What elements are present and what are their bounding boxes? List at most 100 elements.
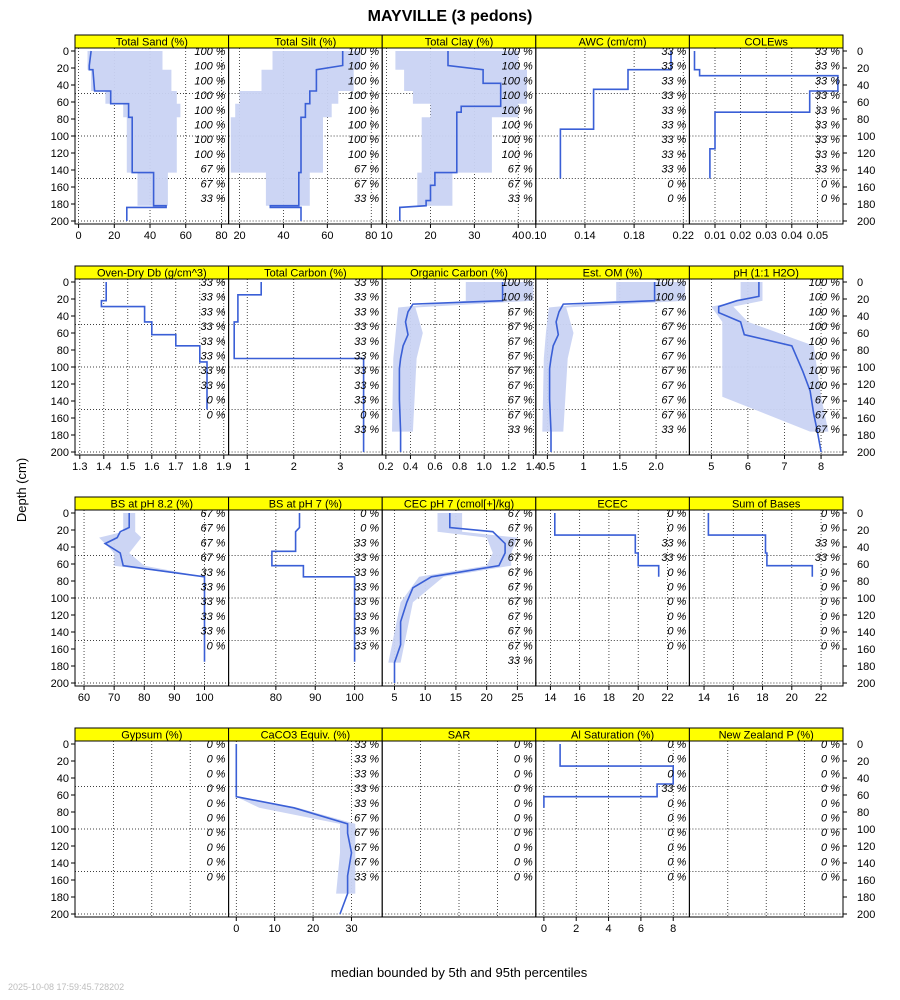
percent-label: 33 % <box>354 351 379 363</box>
percent-label: 33 % <box>354 395 379 407</box>
percent-label: 33 % <box>354 739 379 751</box>
percent-label: 0 % <box>821 754 840 766</box>
percent-label: 33 % <box>354 582 379 594</box>
x-tick-label: 14 <box>698 692 710 704</box>
percent-label: 33 % <box>201 567 226 579</box>
percent-label: 0 % <box>207 798 226 810</box>
y-tick-label: 60 <box>857 97 869 109</box>
x-tick-label: 60 <box>180 230 192 242</box>
median-line <box>100 282 208 410</box>
percent-label: 100 % <box>194 46 225 58</box>
x-tick-label: 1.5 <box>120 461 135 473</box>
percent-label: 0 % <box>207 395 226 407</box>
x-tick-label: 40 <box>512 230 524 242</box>
percent-label: 67 % <box>815 409 840 421</box>
y-tick-label: 200 <box>857 216 875 228</box>
y-tick-label: 20 <box>57 294 69 306</box>
percent-label: 100 % <box>502 134 533 146</box>
percent-label: 0 % <box>821 871 840 883</box>
y-tick-label: 140 <box>51 858 69 870</box>
median-line <box>398 51 502 221</box>
y-tick-label: 180 <box>51 199 69 211</box>
percent-label: 67 % <box>508 336 533 348</box>
percent-label: 0 % <box>821 739 840 751</box>
strip-label: Oven-Dry Db (g/cm^3) <box>97 268 207 280</box>
x-tick-label: 0.01 <box>704 230 725 242</box>
x-tick-label: 16 <box>574 692 586 704</box>
percent-label: 67 % <box>201 164 226 176</box>
y-tick-label: 20 <box>857 525 869 537</box>
percent-label: 33 % <box>354 552 379 564</box>
percent-label: 100 % <box>502 149 533 161</box>
percent-label: 0 % <box>514 798 533 810</box>
percent-label: 33 % <box>354 798 379 810</box>
strip-label: AWC (cm/cm) <box>579 37 647 49</box>
panel-ecec: ECEC 0 % 0 % 33 % 33 % 0 % 0 % 0 % 0 % 0 % 0 % 14 16… <box>535 496 690 704</box>
percent-label: 33 % <box>201 292 226 304</box>
panel-cec-ph-7-cmol-kg: CEC pH 7 (cmol[+]/kg)67 %67 %67 %67 %67 … <box>381 496 537 704</box>
y-tick-label: 0 <box>857 46 863 58</box>
percent-label: 100 % <box>502 61 533 73</box>
percent-label: 100 % <box>348 75 379 87</box>
percent-label: 100 % <box>655 277 686 289</box>
percent-label: 0 % <box>514 857 533 869</box>
x-tick-label: 20 <box>233 230 245 242</box>
percent-label: 33 % <box>201 365 226 377</box>
y-tick-label: 180 <box>857 892 875 904</box>
x-tick-label: 3 <box>337 461 343 473</box>
x-tick-label: 40 <box>144 230 156 242</box>
x-tick-label: 10 <box>419 692 431 704</box>
y-tick-label: 200 <box>51 678 69 690</box>
percent-label: 0 % <box>821 567 840 579</box>
y-tick-label: 40 <box>857 311 869 323</box>
percent-label: 0 % <box>667 178 686 190</box>
x-tick-label: 0.05 <box>807 230 828 242</box>
panel-ph-1-1-h2o: pH (1:1 H2O) 100 % 100 % 100 % 100 % 100 % 100… <box>688 265 875 473</box>
percent-label: 67 % <box>661 306 686 318</box>
percent-label: 33 % <box>815 149 840 161</box>
y-tick-label: 100 <box>857 131 875 143</box>
x-tick-label: 2 <box>573 923 579 935</box>
panel-organic-carbon: Organic Carbon (%)100 %100 %67 %67 %67 %… <box>378 265 541 473</box>
x-tick-label: 80 <box>138 692 150 704</box>
y-tick-label: 120 <box>857 148 875 160</box>
x-tick-label: 40 <box>277 230 289 242</box>
y-tick-label: 160 <box>51 413 69 425</box>
percent-label: 0 % <box>821 626 840 638</box>
percent-label: 100 % <box>194 120 225 132</box>
y-tick-label: 40 <box>857 773 869 785</box>
y-tick-label: 180 <box>51 661 69 673</box>
percentile-band <box>230 51 361 206</box>
y-tick-label: 0 <box>63 46 69 58</box>
y-tick-label: 180 <box>857 430 875 442</box>
percent-label: 0 % <box>821 768 840 780</box>
percent-label: 33 % <box>815 90 840 102</box>
x-tick-label: 0.22 <box>673 230 694 242</box>
percent-label: 0 % <box>514 842 533 854</box>
x-tick-label: 80 <box>365 230 377 242</box>
percent-label: 67 % <box>508 582 533 594</box>
percent-label: 33 % <box>201 306 226 318</box>
y-tick-label: 80 <box>57 807 69 819</box>
percent-label: 67 % <box>661 395 686 407</box>
percent-label: 67 % <box>354 857 379 869</box>
y-tick-label: 20 <box>57 525 69 537</box>
x-tick-label: 1.3 <box>72 461 87 473</box>
y-tick-label: 200 <box>857 678 875 690</box>
percent-label: 33 % <box>201 193 226 205</box>
y-tick-label: 40 <box>57 80 69 92</box>
percent-label: 100 % <box>502 46 533 58</box>
y-tick-label: 120 <box>857 379 875 391</box>
y-tick-label: 0 <box>63 739 69 751</box>
strip-label: Total Silt (%) <box>275 37 337 49</box>
y-tick-label: 140 <box>51 396 69 408</box>
y-tick-label: 140 <box>857 396 875 408</box>
x-tick-label: 16 <box>727 692 739 704</box>
percent-label: 67 % <box>815 395 840 407</box>
percent-label: 67 % <box>354 842 379 854</box>
y-tick-label: 60 <box>57 790 69 802</box>
x-tick-label: 6 <box>638 923 644 935</box>
timestamp: 2025-10-08 17:59:45.728202 <box>8 982 124 992</box>
percent-label: 33 % <box>354 626 379 638</box>
percent-label: 0 % <box>667 640 686 652</box>
